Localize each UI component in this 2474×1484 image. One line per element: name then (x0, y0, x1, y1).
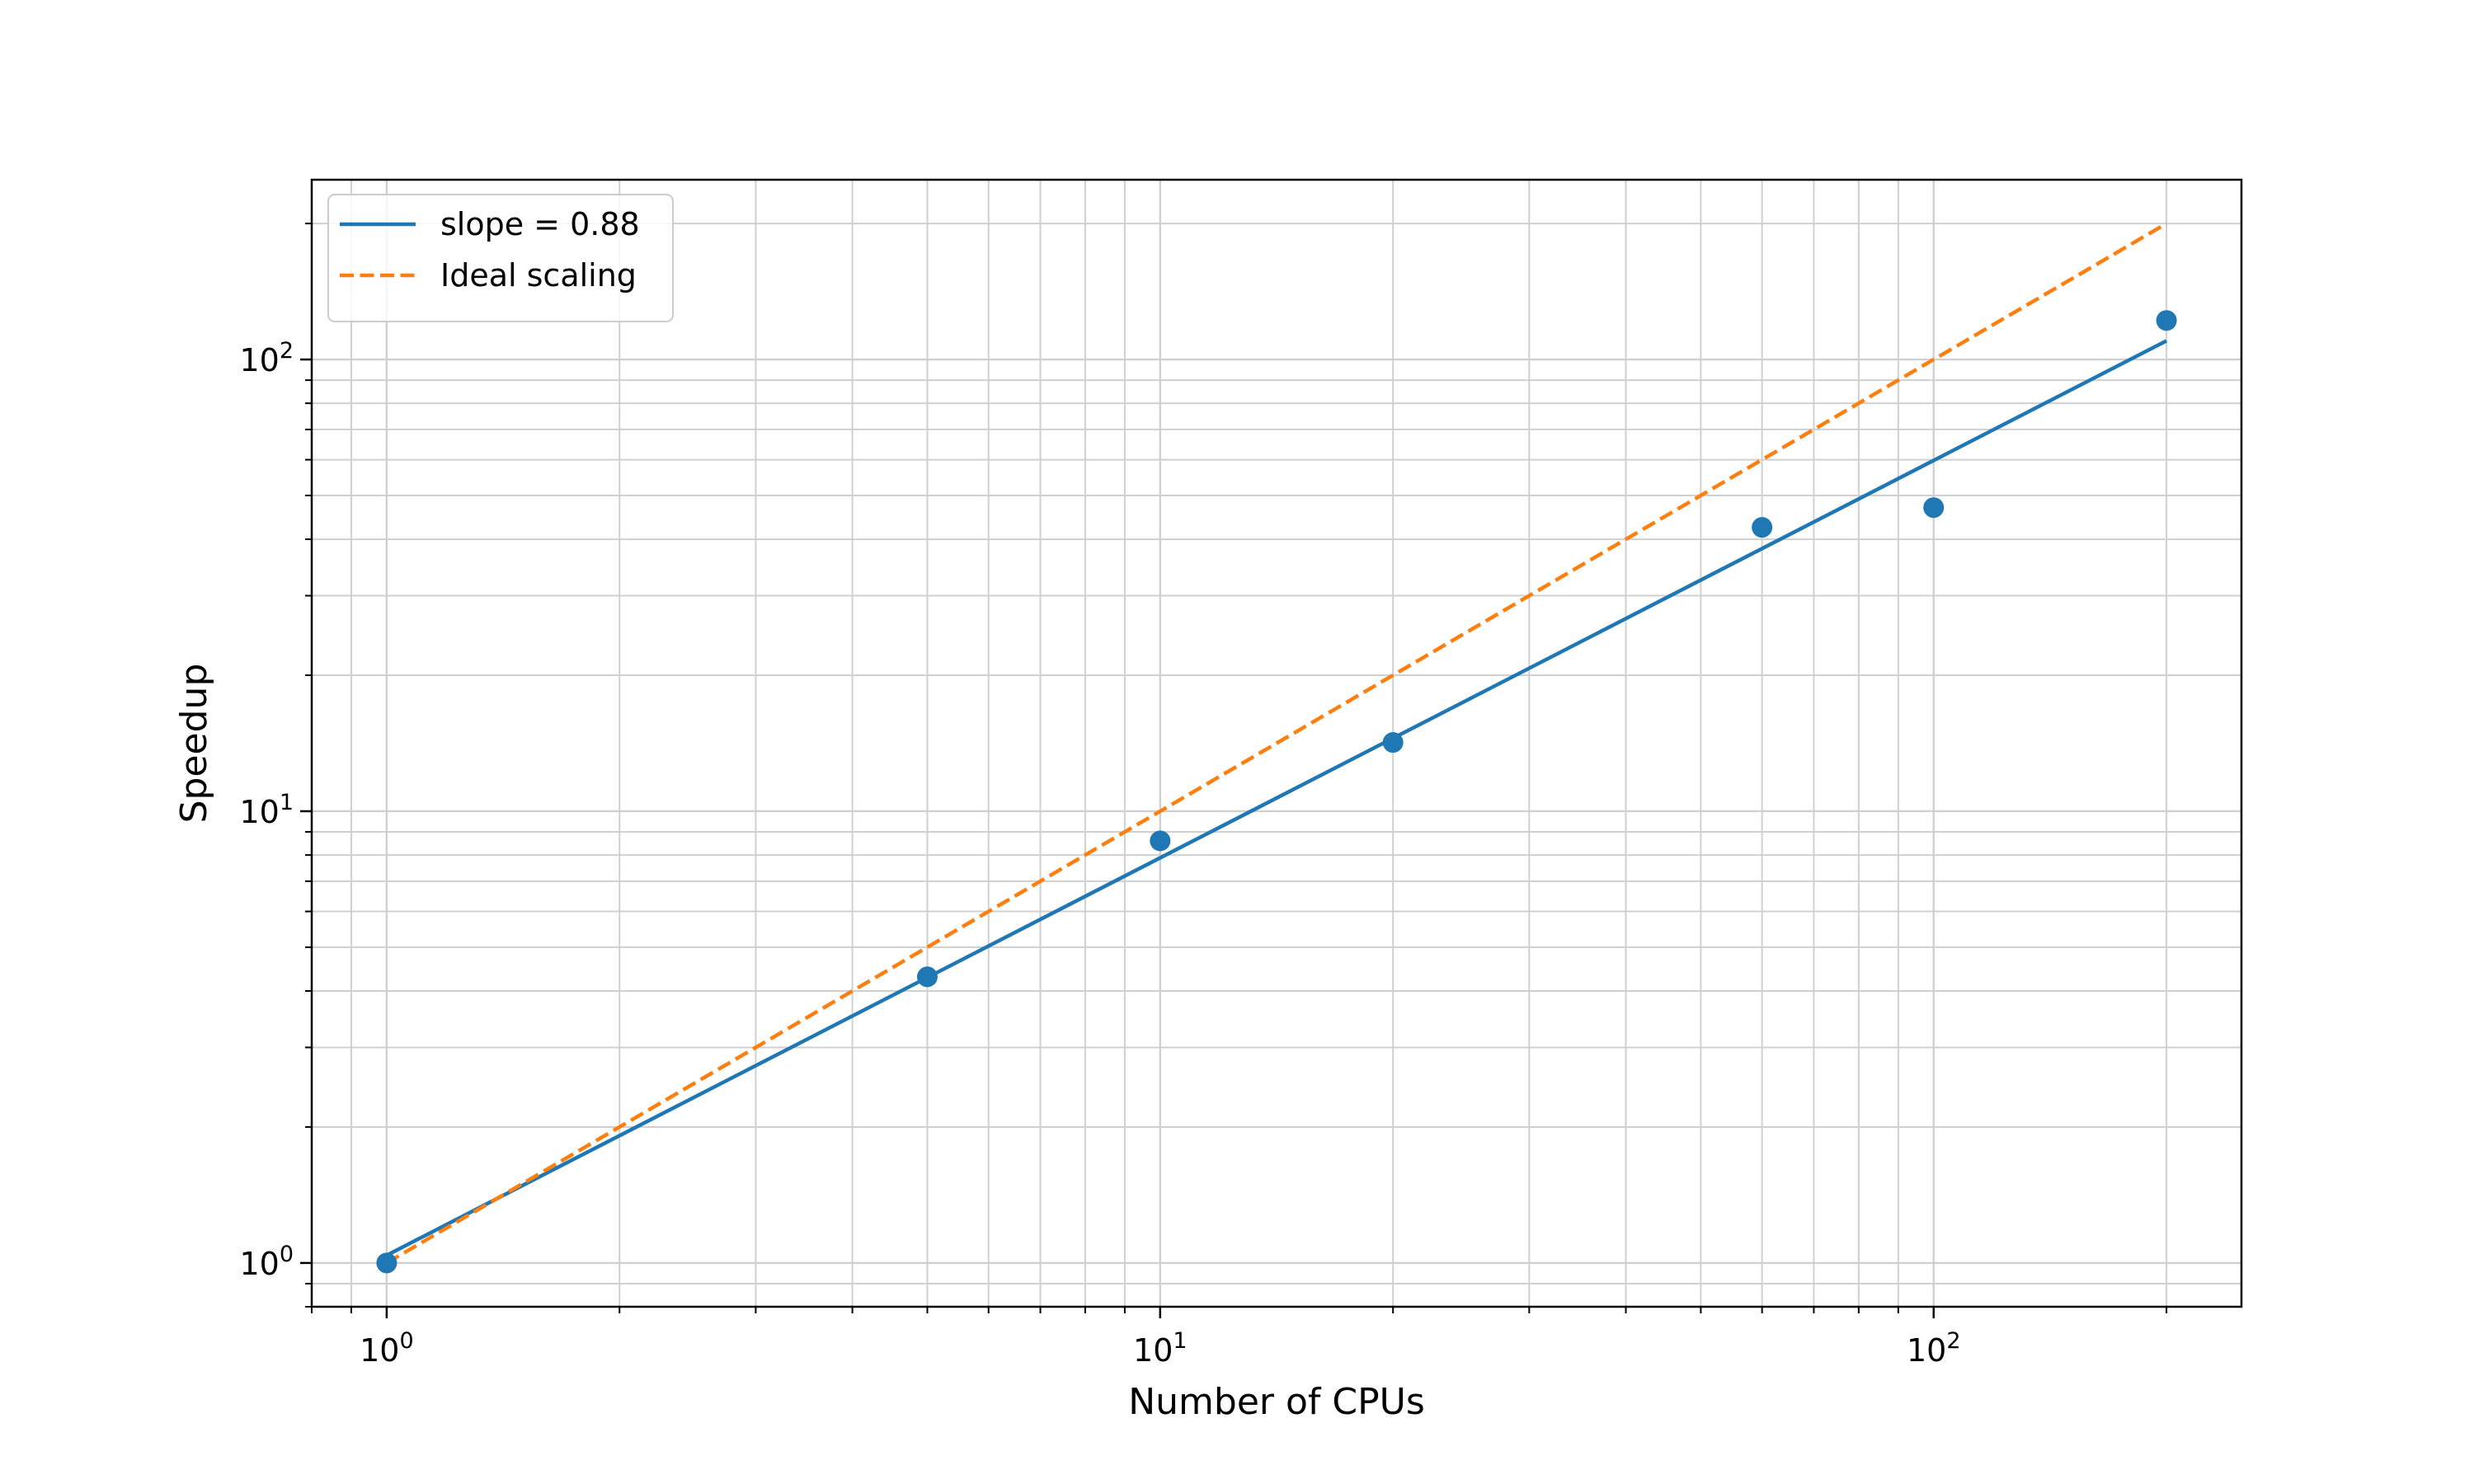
legend-box (327, 194, 674, 322)
data-point (2156, 310, 2177, 331)
data-point (916, 966, 938, 988)
y-tick-label: 102 (239, 338, 294, 378)
legend: slope = 0.88 Ideal scaling (327, 194, 674, 322)
y-tick-label: 101 (239, 790, 294, 830)
x-tick-label: 101 (1133, 1328, 1188, 1369)
x-tick-label: 100 (360, 1328, 414, 1369)
ideal-scaling-line (385, 222, 2168, 1265)
plot-frame (310, 178, 2243, 1308)
data-point (1923, 497, 1945, 519)
fit-line (385, 339, 2168, 1257)
plot-series (376, 222, 2177, 1274)
x-axis-label: Number of CPUs (1128, 1381, 1425, 1423)
grid (311, 180, 2241, 1308)
legend-label: Ideal scaling (440, 257, 637, 294)
y-tick-label: 100 (239, 1242, 294, 1282)
data-point (1382, 732, 1404, 754)
legend-label: slope = 0.88 (440, 206, 640, 242)
axis-ticks: 100 101 102 100 101 102 (239, 223, 2168, 1369)
data-point (1752, 517, 1773, 538)
data-point (376, 1252, 397, 1274)
data-point (1150, 830, 1171, 852)
x-tick-label: 102 (1907, 1328, 1961, 1369)
y-axis-label: Speedup (173, 664, 215, 824)
